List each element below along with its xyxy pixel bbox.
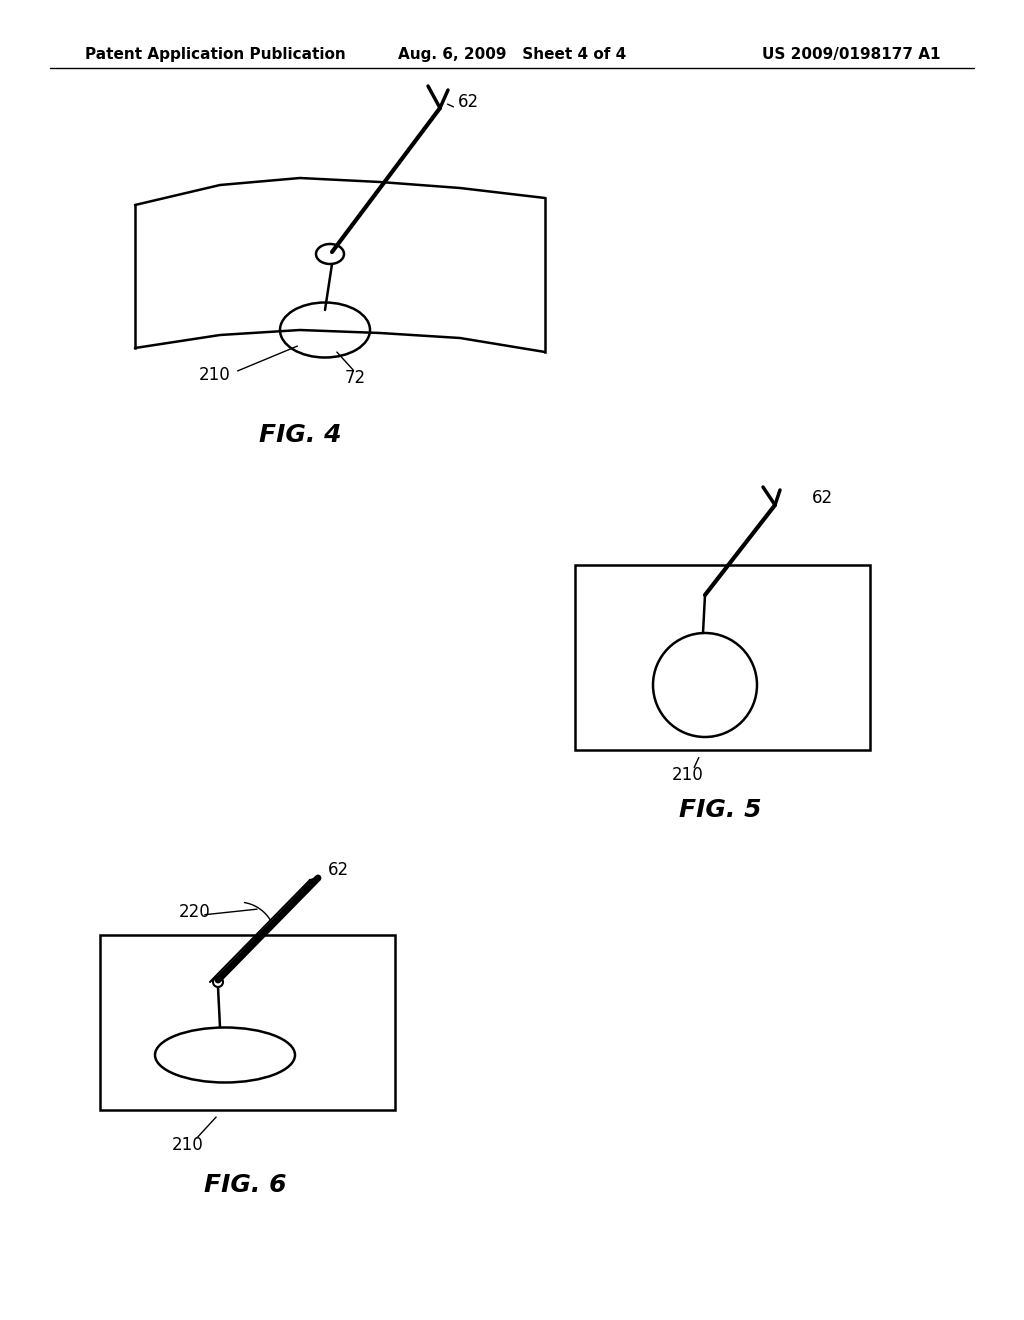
- Bar: [100, 935, 395, 1110]
- Text: 210: 210: [199, 366, 230, 384]
- Text: 220: 220: [179, 903, 211, 921]
- Text: US 2009/0198177 A1: US 2009/0198177 A1: [762, 48, 940, 62]
- Text: 210: 210: [672, 766, 703, 784]
- Text: Patent Application Publication: Patent Application Publication: [85, 48, 346, 62]
- Text: 62: 62: [328, 861, 348, 879]
- Bar: [575, 565, 870, 750]
- Text: 62: 62: [458, 92, 479, 111]
- Text: FIG. 4: FIG. 4: [259, 422, 341, 447]
- Text: 210: 210: [172, 1137, 204, 1154]
- Text: Aug. 6, 2009   Sheet 4 of 4: Aug. 6, 2009 Sheet 4 of 4: [398, 48, 626, 62]
- Text: 72: 72: [344, 370, 366, 387]
- Text: FIG. 5: FIG. 5: [679, 799, 761, 822]
- Text: 62: 62: [812, 488, 834, 507]
- Text: FIG. 6: FIG. 6: [204, 1173, 287, 1197]
